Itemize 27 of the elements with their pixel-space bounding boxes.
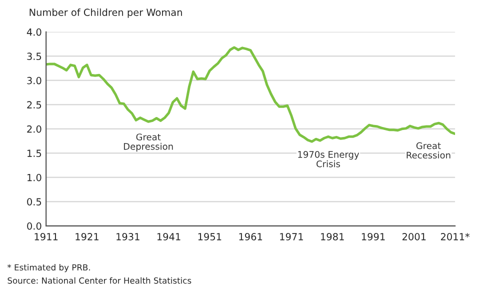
line-series xyxy=(46,46,456,143)
text: * Estimated by PRB. xyxy=(7,264,90,272)
annotation: Great Depression xyxy=(124,134,173,152)
x-tick-label: 1971 xyxy=(280,233,303,240)
y-tick-label: 1.5 xyxy=(28,150,42,157)
x-tick-label: 1961 xyxy=(239,233,262,240)
x-tick-label: 1951 xyxy=(198,233,222,240)
y-tick-label: 0.0 xyxy=(27,222,42,230)
y-tick-label: 1.0 xyxy=(28,174,42,182)
x-tick-label: 1981 xyxy=(321,233,344,240)
x-tick-label: 2001 xyxy=(402,233,426,240)
x-tick-label: 1991 xyxy=(362,233,385,240)
y-tick-label: 3.0 xyxy=(27,76,42,84)
x-tick-label: 1921 xyxy=(76,233,98,240)
source-note: Source: National Center for Health Statistics xyxy=(8,277,192,284)
y-tick-label: 0.5 xyxy=(27,198,42,206)
y-tick-label: 4.0 xyxy=(26,28,42,36)
x-tick-label: 1931 xyxy=(116,233,140,240)
annotation: 1970s Energy Crisis xyxy=(298,151,360,168)
x-tick-label: 1911 xyxy=(34,233,58,240)
x-tick-label: 1941 xyxy=(157,233,180,240)
y-axis-title: Number of Children per Woman xyxy=(30,8,182,18)
x-tick-label: 2011* xyxy=(440,233,470,240)
y-tick-label: 3.5 xyxy=(27,52,42,60)
y-tick-label: 2.5 xyxy=(27,101,42,109)
annotation: Great Recession xyxy=(406,142,450,159)
y-tick-label: 2.0 xyxy=(27,125,42,133)
